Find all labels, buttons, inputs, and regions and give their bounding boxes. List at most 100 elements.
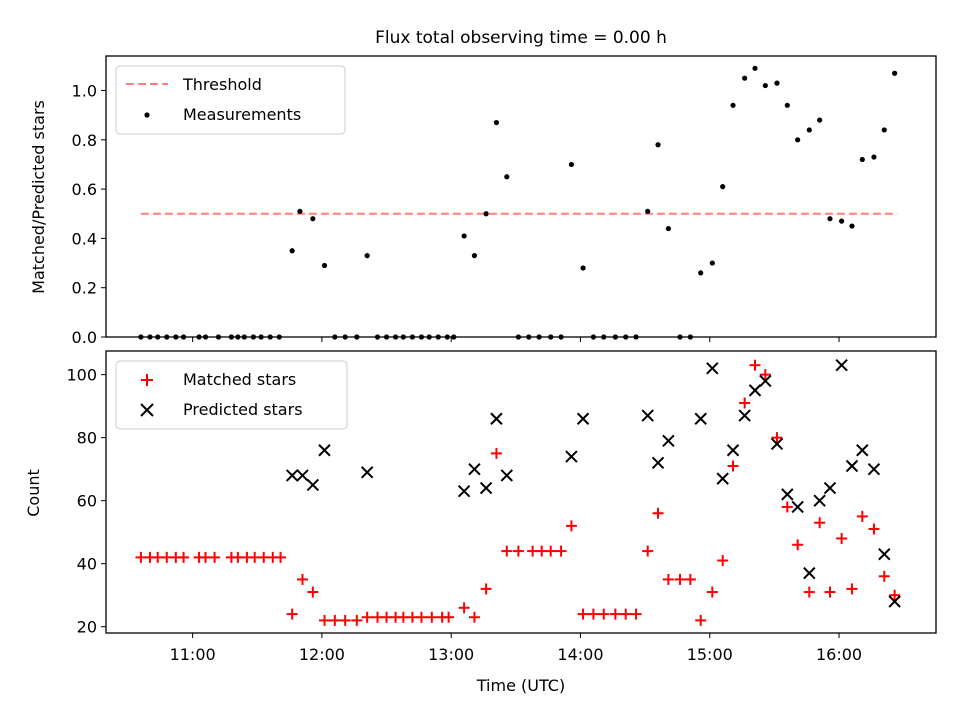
predicted-star-marker — [738, 409, 751, 422]
predicted-star-marker — [759, 374, 772, 388]
chart-title: Flux total observing time = 0.00 h — [375, 28, 667, 48]
matched-star-marker — [361, 611, 373, 623]
matched-star-marker — [415, 611, 427, 623]
predicted-star-marker — [716, 472, 729, 485]
x-tick-label: 13:00 — [428, 645, 474, 664]
predicted-star-marker — [706, 362, 719, 375]
matched-star-marker — [512, 545, 524, 557]
predicted-star-marker — [878, 548, 891, 561]
matched-star-marker — [674, 573, 686, 585]
count-plot-area — [135, 358, 901, 626]
predicted-star-marker — [500, 469, 513, 482]
predicted-star-marker — [856, 444, 869, 457]
measurement-point — [483, 211, 489, 217]
measurement-point — [774, 80, 780, 86]
predicted-star-marker — [845, 459, 859, 473]
ratio-y-tick-label: 1.0 — [72, 82, 97, 101]
measurement-point — [655, 142, 661, 148]
predicted-star-marker — [823, 481, 837, 495]
predicted-star-marker — [565, 450, 578, 463]
predicted-star-marker — [285, 469, 299, 482]
predicted-star-marker — [662, 434, 675, 448]
measurement-point — [297, 208, 303, 214]
matched-star-marker — [480, 583, 492, 595]
measurement-point — [752, 65, 758, 71]
x-axis-label: Time (UTC) — [476, 676, 565, 695]
matched-star-marker — [587, 608, 599, 620]
measurement-point — [720, 184, 726, 190]
matched-star-marker — [846, 583, 858, 595]
measurement-point — [730, 102, 736, 108]
count-y-tick-label: 100 — [66, 366, 97, 385]
matched-star-marker — [443, 611, 455, 623]
measurement-point — [817, 117, 823, 123]
matched-star-marker — [706, 586, 718, 598]
legend-matched-swatch — [141, 374, 153, 386]
matched-star-marker — [501, 545, 513, 557]
predicted-star-marker — [479, 481, 493, 495]
predicted-star-marker — [468, 462, 481, 476]
matched-star-marker — [545, 545, 557, 557]
measurement-point — [881, 127, 887, 133]
count-y-tick-label: 20 — [77, 618, 97, 637]
matched-star-marker — [695, 614, 707, 626]
measurement-point — [321, 262, 328, 269]
ratio-y-tick-label: 0.6 — [72, 180, 97, 199]
legend-measurements-label: Measurements — [183, 105, 301, 124]
matched-star-marker — [739, 397, 751, 409]
predicted-star-marker — [803, 566, 816, 580]
predicted-star-marker — [867, 462, 881, 476]
matched-star-marker — [339, 614, 351, 626]
predicted-star-marker — [726, 444, 740, 457]
x-tick-label: 12:00 — [299, 645, 345, 664]
matched-star-marker — [836, 532, 848, 544]
matched-star-marker — [630, 608, 642, 620]
predicted-star-marker — [318, 444, 331, 457]
predicted-star-marker — [781, 488, 794, 501]
matched-star-marker — [803, 586, 815, 598]
measurement-point — [461, 233, 467, 239]
predicted-star-marker — [296, 469, 309, 482]
count-y-tick-label: 60 — [77, 492, 97, 511]
ratio-y-tick-label: 0.2 — [72, 279, 97, 298]
legend-matched-label: Matched stars — [183, 370, 296, 389]
measurement-point — [806, 127, 812, 133]
matched-star-marker — [275, 551, 287, 563]
matched-star-marker — [868, 523, 880, 535]
legend-predicted-swatch — [140, 403, 154, 417]
matched-star-marker — [814, 517, 826, 529]
matched-star-marker — [329, 614, 341, 626]
predicted-star-marker — [576, 412, 590, 425]
legend-measurements-swatch — [144, 112, 150, 118]
predicted-star-marker — [457, 485, 471, 498]
matched-star-marker — [781, 501, 793, 513]
measurement-point — [871, 154, 877, 160]
count-legend-box — [115, 360, 348, 430]
measurement-point — [849, 223, 855, 229]
measurement-point — [471, 253, 478, 259]
count-y-tick-label: 80 — [77, 429, 97, 448]
matched-star-marker — [684, 573, 696, 585]
measurement-point — [493, 119, 500, 126]
matched-star-marker — [749, 359, 761, 371]
ratio-axes-frame — [105, 55, 937, 338]
ratio-y-tick-label: 0.8 — [72, 131, 97, 150]
count-x-ticks: 11:00 12:00 13:00 14:00 15:00 16:00 — [170, 633, 862, 664]
predicted-star-marker — [694, 412, 707, 425]
matched-star-marker — [824, 586, 836, 598]
matched-star-marker — [490, 447, 502, 459]
predicted-star-marker — [490, 412, 503, 425]
matched-star-marker — [771, 432, 783, 444]
measurement-point — [364, 253, 370, 259]
matched-star-marker — [307, 586, 319, 598]
measurement-point — [839, 218, 845, 224]
measurement-point — [859, 156, 865, 163]
matched-star-marker — [178, 551, 190, 563]
count-legend: Matched stars Predicted stars — [115, 360, 348, 430]
measurement-point — [892, 70, 898, 76]
measurement-point — [310, 216, 316, 222]
count-y-axis-label: Count — [24, 469, 43, 517]
ratio-y-axis-label: Matched/Predicted stars — [29, 100, 48, 294]
predicted-star-marker — [791, 500, 804, 514]
